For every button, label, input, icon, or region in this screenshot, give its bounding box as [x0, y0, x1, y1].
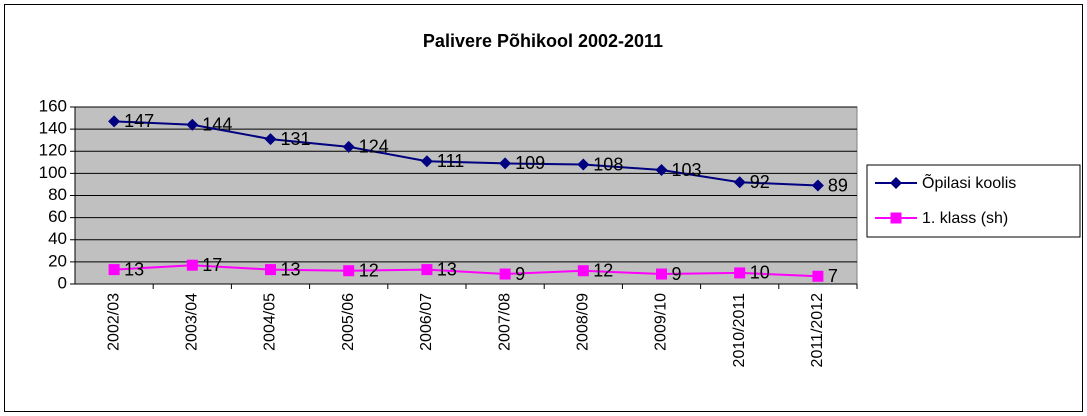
x-tick-label: 2009/10	[653, 293, 670, 351]
marker	[577, 158, 590, 171]
marker	[264, 133, 277, 146]
x-tick-label: 2004/05	[262, 293, 279, 351]
chart-title: Palivere Põhikool 2002-2011	[423, 31, 663, 51]
marker	[420, 155, 433, 168]
data-label: 12	[593, 260, 613, 280]
data-label: 13	[437, 259, 457, 279]
series-line	[114, 120, 818, 187]
x-tick-label: 2005/06	[340, 293, 357, 351]
marker	[890, 177, 902, 189]
series-line	[114, 264, 818, 278]
data-label: 124	[359, 137, 389, 157]
x-tick-label: 2008/09	[575, 293, 592, 351]
marker	[186, 259, 198, 271]
legend-label: 1. klass (sh)	[922, 210, 1008, 227]
marker	[499, 268, 511, 280]
marker	[577, 265, 589, 277]
x-tick-label: 2003/04	[184, 293, 201, 351]
y-tick-label: 100	[39, 163, 67, 182]
x-tick-label: 2007/08	[496, 293, 513, 351]
data-label: 13	[281, 259, 301, 279]
y-tick-label: 20	[48, 251, 67, 270]
data-label: 7	[828, 266, 838, 286]
marker	[655, 164, 668, 177]
x-tick-label: 2010/2011	[731, 293, 748, 368]
data-label: 92	[750, 172, 770, 192]
marker	[499, 157, 512, 170]
marker	[265, 264, 276, 276]
marker	[734, 267, 746, 279]
marker	[733, 176, 746, 189]
marker	[108, 115, 121, 128]
marker	[890, 212, 902, 224]
legend	[866, 164, 1081, 238]
y-tick-label: 160	[39, 96, 67, 115]
y-tick-label: 80	[48, 185, 67, 204]
data-label: 111	[437, 151, 464, 171]
marker	[186, 118, 199, 131]
marker	[108, 264, 120, 276]
marker	[421, 264, 433, 276]
legend-label: Õpilasi koolis	[922, 172, 1016, 192]
data-label: 103	[672, 160, 702, 180]
x-tick-label: 2002/03	[105, 293, 122, 351]
marker	[811, 179, 824, 192]
marker	[656, 268, 667, 280]
data-label: 9	[515, 264, 525, 284]
data-label: 12	[359, 260, 379, 280]
y-tick-label: 0	[58, 273, 67, 292]
data-label: 10	[750, 263, 770, 283]
x-tick-label: 2006/07	[418, 293, 435, 351]
marker	[342, 140, 355, 153]
data-label: 89	[828, 175, 848, 195]
marker	[812, 270, 824, 282]
data-label: 147	[124, 111, 154, 131]
y-tick-label: 140	[39, 119, 67, 138]
x-tick-label: 2011/2012	[809, 293, 826, 368]
marker	[343, 265, 355, 277]
data-label: 144	[202, 114, 232, 134]
data-label: 13	[124, 259, 144, 279]
data-label: 9	[672, 264, 682, 284]
data-label: 109	[515, 153, 545, 173]
y-tick-label: 60	[48, 207, 67, 226]
y-tick-label: 40	[48, 229, 67, 248]
data-label: 131	[281, 129, 311, 149]
data-label: 17	[202, 255, 222, 275]
y-tick-label: 120	[39, 141, 67, 160]
data-label: 108	[593, 154, 623, 174]
